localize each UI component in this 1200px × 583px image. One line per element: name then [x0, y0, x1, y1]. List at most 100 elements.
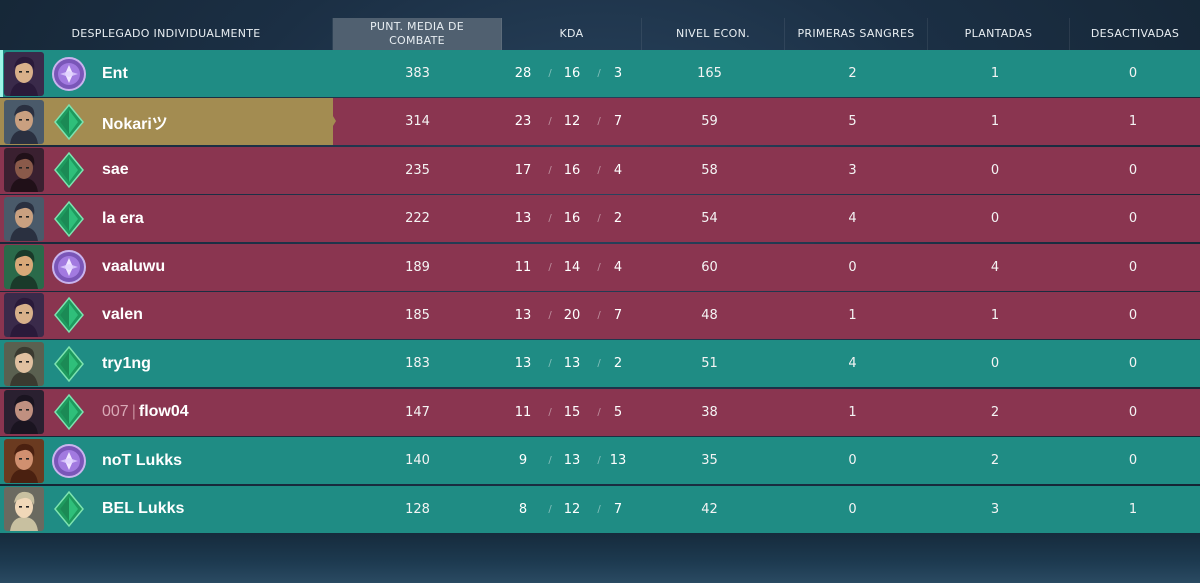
player-name[interactable]: BEL Lukks [102, 500, 184, 518]
diamond-rank-icon[interactable] [50, 102, 88, 142]
kda-divider: / [597, 455, 601, 467]
defuses-value: 0 [1128, 66, 1138, 81]
player-tag: 007 [102, 403, 129, 421]
kda-value: 13 / 13 / 2 [502, 340, 702, 387]
defuses-value: 0 [1128, 356, 1138, 372]
deaths-value: 15 [563, 404, 581, 420]
player-name-text: try1ng [102, 354, 151, 372]
header-first-bloods[interactable]: PRIMERAS SANGRES [785, 18, 928, 50]
kills-value: 11 [514, 259, 532, 275]
plants-value: 3 [990, 501, 1000, 517]
assists-value: 5 [613, 404, 623, 420]
diamond-rank-icon[interactable] [50, 295, 88, 335]
econ-value: 51 [701, 356, 718, 372]
first-bloods-value: 0 [848, 259, 857, 275]
assists-value: 2 [613, 356, 623, 372]
header-acs[interactable]: PUNT. MEDIA DE COMBATE [333, 18, 502, 50]
player-name[interactable]: valen [102, 306, 143, 324]
assists-value: 7 [613, 307, 623, 323]
player-row[interactable]: vaaluwu 189 11 / 14 / 4 60 0 4 0 [0, 243, 1200, 291]
player-name[interactable]: 007 | flow04 [102, 403, 189, 421]
defuses-value: 0 [1128, 162, 1138, 178]
player-identity: noT Lukks [0, 437, 333, 484]
player-identity: la era [0, 195, 333, 242]
player-row[interactable]: sae 235 17 / 16 / 4 58 3 0 0 [0, 146, 1200, 194]
kills-value: 13 [514, 356, 532, 372]
player-name[interactable]: try1ng [102, 355, 151, 373]
agent-portrait-icon[interactable] [4, 438, 44, 483]
player-stats: 183 13 / 13 / 2 51 4 0 0 [333, 340, 1200, 387]
kda-divider: / [597, 358, 601, 370]
kda-divider: / [597, 261, 601, 273]
player-row[interactable]: try1ng 183 13 / 13 / 2 51 4 0 0 [0, 340, 1200, 388]
player-identity: BEL Lukks [0, 486, 333, 533]
header-plants[interactable]: PLANTADAS [928, 18, 1070, 50]
plants-value: 4 [990, 259, 1000, 275]
diamond-rank-icon[interactable] [50, 199, 88, 239]
agent-portrait-icon[interactable] [4, 51, 44, 96]
player-name[interactable]: la era [102, 210, 144, 228]
diamond-rank-icon[interactable] [50, 344, 88, 384]
econ-value: 38 [701, 404, 718, 420]
agent-portrait-icon[interactable] [4, 99, 44, 144]
player-name[interactable]: noT Lukks [102, 452, 182, 470]
kda-value: 9 / 13 / 13 [502, 437, 702, 484]
acs-value: 140 [405, 453, 430, 469]
header-kda[interactable]: KDA [502, 18, 642, 50]
player-row[interactable]: Nokariツ 314 23 / 12 / 7 59 5 1 1 [0, 98, 1200, 146]
first-bloods-value: 0 [848, 453, 857, 469]
player-name[interactable]: Ent [102, 65, 128, 83]
assists-value: 3 [613, 66, 623, 81]
player-row[interactable]: noT Lukks 140 9 / 13 / 13 35 0 2 0 [0, 437, 1200, 485]
acs-value: 183 [405, 356, 430, 372]
kda-value: 17 / 16 / 4 [502, 147, 702, 194]
player-identity: sae [0, 147, 333, 194]
player-name-text: Ent [102, 64, 128, 82]
ascendant-rank-icon[interactable] [50, 54, 88, 94]
background-floor [0, 530, 1200, 583]
player-name[interactable]: vaaluwu [102, 258, 165, 276]
player-row[interactable]: 007 | flow04 147 11 / 15 / 5 38 1 2 0 [0, 388, 1200, 436]
player-stats: 140 9 / 13 / 13 35 0 2 0 [333, 437, 1200, 484]
header-acs-line1: PUNT. MEDIA DE [369, 20, 465, 33]
diamond-rank-icon[interactable] [50, 150, 88, 190]
agent-portrait-icon[interactable] [4, 196, 44, 241]
agent-portrait-icon[interactable] [4, 293, 44, 338]
kda-divider: / [597, 503, 601, 515]
ascendant-rank-icon[interactable] [50, 441, 88, 481]
kda-value: 13 / 16 / 2 [502, 195, 702, 242]
agent-portrait-icon[interactable] [4, 487, 44, 532]
agent-portrait-icon[interactable] [4, 390, 44, 435]
econ-value: 60 [701, 259, 718, 275]
deaths-value: 16 [563, 66, 581, 81]
agent-portrait-icon[interactable] [4, 245, 44, 290]
player-row[interactable]: la era 222 13 / 16 / 2 54 4 0 0 [0, 195, 1200, 243]
player-name[interactable]: Nokariツ [102, 110, 168, 134]
defuses-value: 0 [1128, 211, 1138, 227]
kills-value: 11 [514, 404, 532, 420]
kda-divider: / [548, 358, 552, 370]
assists-value: 7 [613, 501, 623, 517]
player-identity: Nokariツ [0, 98, 333, 145]
diamond-rank-icon[interactable] [50, 489, 88, 529]
player-name-text: noT Lukks [102, 451, 183, 469]
agent-portrait-icon[interactable] [4, 148, 44, 193]
agent-portrait-icon[interactable] [4, 341, 44, 386]
acs-value: 147 [405, 404, 430, 420]
player-row[interactable]: Ent 383 28 / 16 / 3 165 2 1 0 [0, 50, 1200, 97]
kda-value: 8 / 12 / 7 [502, 486, 702, 533]
header-defuses[interactable]: DESACTIVADAS [1090, 27, 1180, 40]
header-player[interactable]: DESPLEGADO INDIVIDUALMENTE [0, 18, 333, 50]
header-econ[interactable]: NIVEL ECON. [642, 18, 785, 50]
diamond-rank-icon[interactable] [50, 392, 88, 432]
assists-value: 4 [613, 162, 623, 178]
kills-value: 17 [514, 162, 532, 178]
player-row[interactable]: BEL Lukks 128 8 / 12 / 7 42 0 3 1 [0, 485, 1200, 533]
acs-value: 383 [405, 66, 430, 81]
ascendant-rank-icon[interactable] [50, 247, 88, 287]
player-name-text: BEL Lukks [102, 500, 185, 518]
player-name[interactable]: sae [102, 161, 129, 179]
player-row[interactable]: valen 185 13 / 20 / 7 48 1 1 0 [0, 291, 1200, 339]
first-bloods-value: 4 [848, 356, 857, 372]
kills-value: 8 [518, 501, 528, 517]
